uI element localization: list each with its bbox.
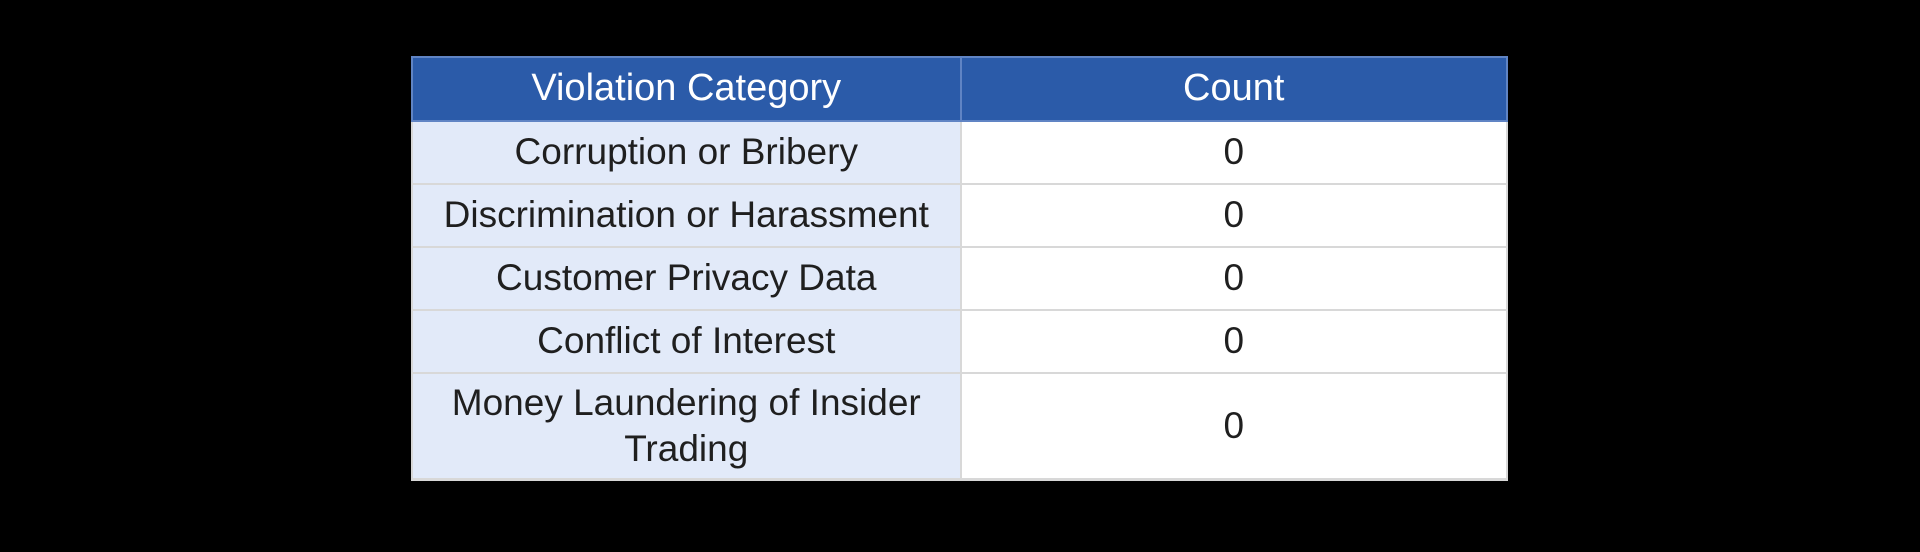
count-cell: 0 <box>959 311 1506 372</box>
table-row: Money Laundering of Insider Trading 0 <box>411 374 1508 481</box>
category-cell: Discrimination or Harassment <box>413 185 960 246</box>
count-cell: 0 <box>959 248 1506 309</box>
table-row: Corruption or Bribery 0 <box>411 122 1508 185</box>
category-cell: Corruption or Bribery <box>413 122 960 183</box>
category-cell: Money Laundering of Insider Trading <box>413 374 960 478</box>
violations-count-table: Violation Category Count Corruption or B… <box>411 56 1508 481</box>
header-cell-violation-category: Violation Category <box>531 67 842 110</box>
header-cell-count: Count <box>959 58 1507 120</box>
count-cell: 0 <box>959 185 1506 246</box>
category-cell: Customer Privacy Data <box>413 248 960 309</box>
table-row: Customer Privacy Data 0 <box>411 248 1508 311</box>
table-header-row: Violation Category Count <box>411 56 1508 122</box>
category-cell: Conflict of Interest <box>413 311 960 372</box>
table-row: Discrimination or Harassment 0 <box>411 185 1508 248</box>
table-row: Conflict of Interest 0 <box>411 311 1508 374</box>
count-cell: 0 <box>959 374 1506 478</box>
count-cell: 0 <box>959 122 1506 183</box>
